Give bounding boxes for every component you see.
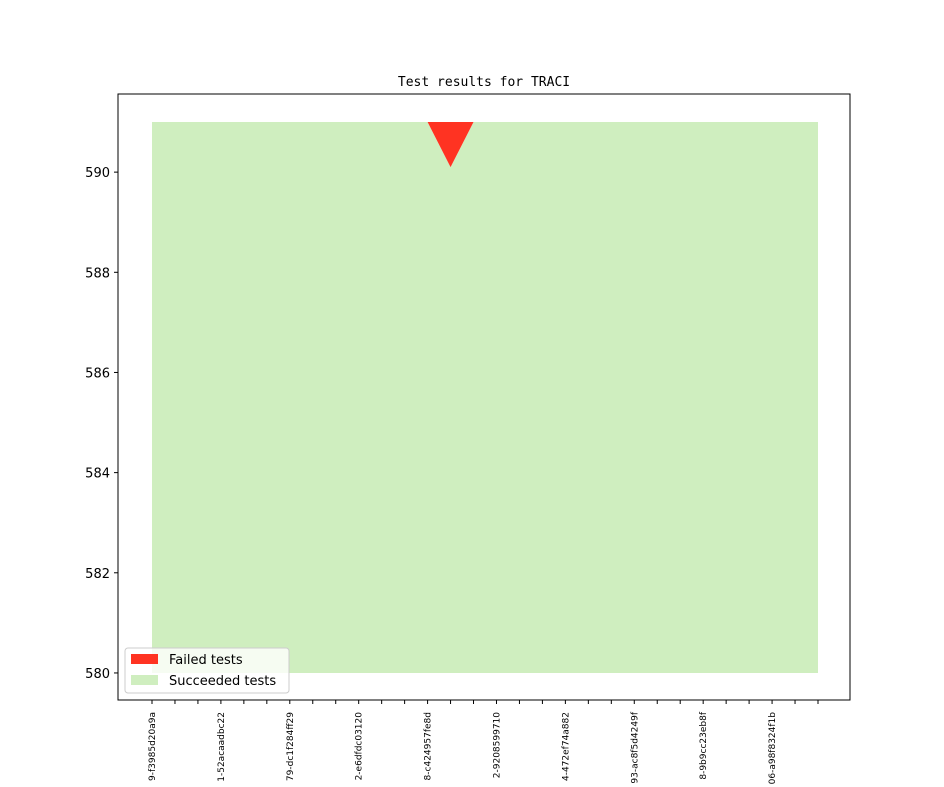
y-tick-label: 584 [85, 467, 110, 482]
legend-label: Succeeded tests [169, 674, 276, 689]
legend-frame [124, 647, 290, 694]
x-tick-label: 06-a98f8324f1b [768, 712, 778, 785]
x-tick-label: 4-472ef74a882 [561, 712, 571, 781]
x-tick-label: 8-c424957fe8d [424, 712, 434, 780]
legend-swatch [131, 654, 158, 664]
x-tick-label: 1-52acaadbc22 [217, 712, 227, 782]
x-tick-label: 79-dc1f284ff29 [286, 712, 296, 781]
y-tick-label: 582 [85, 567, 110, 582]
x-tick-label: 8-9b9cc23eb8f [699, 711, 709, 779]
legend: Failed tests Succeeded tests [124, 647, 290, 694]
y-tick-label: 588 [85, 266, 110, 281]
legend-swatch [131, 675, 158, 685]
y-tick-label: 586 [85, 366, 110, 381]
x-tick-label: 2-9208599710 [492, 712, 502, 779]
legend-label: Failed tests [169, 653, 243, 668]
area [152, 122, 818, 673]
axes-frame [117, 93, 851, 701]
x-tick-label: 9-f3985d20a9a [148, 712, 158, 781]
chart-title: Test results for TRACI [398, 75, 570, 90]
y-tick-label: 580 [85, 667, 110, 682]
y-tick-label: 590 [85, 166, 110, 181]
x-tick-label: 93-ac8f5d4249f [630, 711, 640, 783]
x-tick-label: 2-e6dfdc03120 [355, 712, 365, 781]
